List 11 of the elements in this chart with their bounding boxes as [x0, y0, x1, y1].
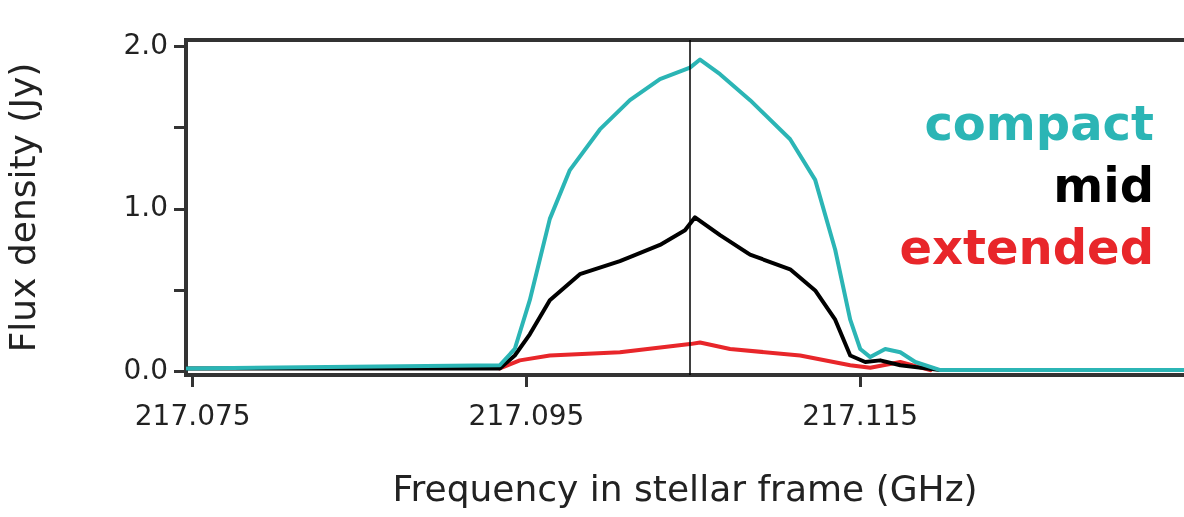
- y-tick-label: 1.0: [123, 190, 168, 224]
- series-label: extended: [899, 219, 1154, 275]
- y-tick-label: 2.0: [123, 27, 168, 61]
- y-axis-title: Flux density (Jy): [1, 62, 43, 353]
- x-tick-label: 217.075: [134, 399, 251, 433]
- text: compact: [924, 95, 1154, 151]
- x-tick-label: 217.095: [468, 399, 585, 433]
- y-tick-label: 0.0: [123, 353, 168, 387]
- text: mid: [1053, 157, 1154, 213]
- x-tick-label: 217.115: [802, 399, 919, 433]
- x-axis-title: Frequency in stellar frame (GHz): [392, 467, 978, 509]
